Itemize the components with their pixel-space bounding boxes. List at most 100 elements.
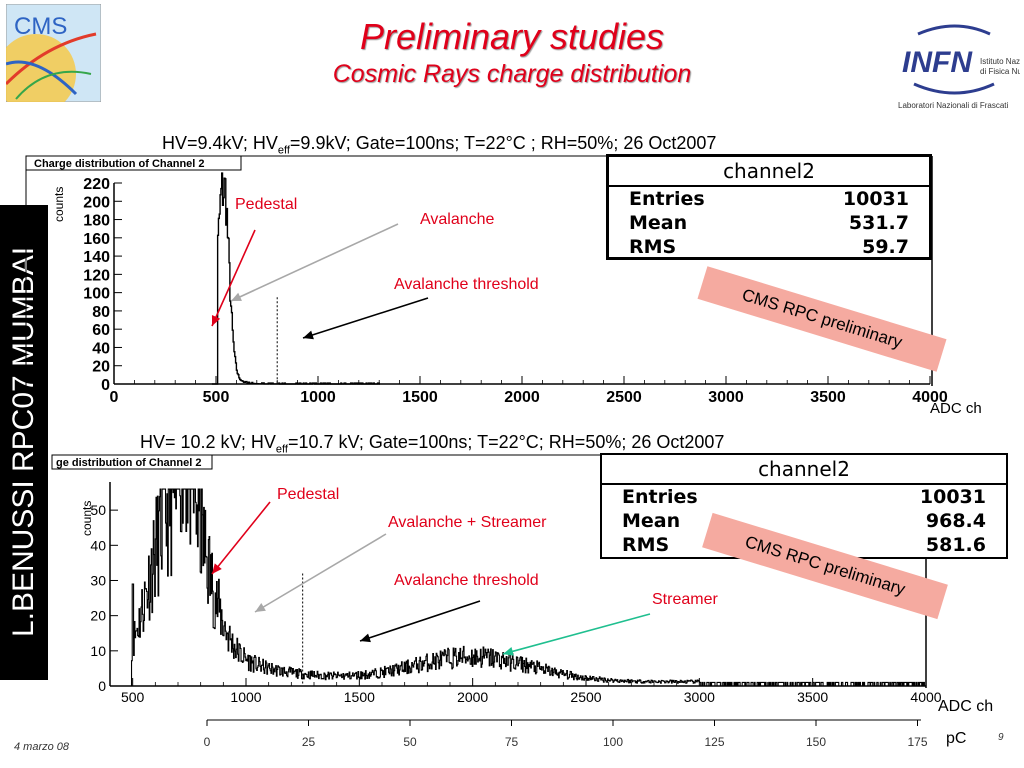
infn-logo: INFN Istituto Nazionale di Fisica Nuclea…: [890, 20, 1024, 110]
top-xlabel: ADC ch: [930, 400, 982, 417]
bottom-y-tick-label: 40: [90, 537, 106, 553]
bottom-conditions: HV= 10.2 kV; HVeff=10.7 kV; Gate=100ns; …: [140, 432, 724, 456]
bottom-conditions-suffix: =10.7 kV; Gate=100ns; T=22°C; RH=50%; 26…: [287, 432, 725, 452]
bottom-histogram-line: [128, 488, 925, 687]
bottom-annotation-pedestal: Pedestal: [277, 486, 340, 503]
top-stats-rms: RMS 59.7: [629, 236, 909, 258]
top-annotation-pedestal: Pedestal: [235, 196, 298, 213]
top-x-tick-label: 4000: [912, 389, 948, 406]
bottom-pc-tick-label: 175: [907, 735, 927, 749]
bottom-pc-tick-label: 100: [603, 735, 623, 749]
bottom-stats-rms: RMS 581.6: [622, 534, 986, 556]
bottom-x2label: pC: [946, 730, 967, 747]
bottom-x-tick-label: 500: [121, 689, 145, 705]
top-conditions-suffix: =9.9kV; Gate=100ns; T=22°C ; RH=50%; 26 …: [289, 133, 717, 153]
bottom-chart-title: ge distribution of Channel 2: [56, 457, 201, 469]
bottom-xlabel: ADC ch: [938, 698, 994, 715]
infn-logo-text: INFN: [902, 46, 973, 79]
cms-logo-text: CMS: [14, 13, 67, 40]
top-annotation-avalanche: Avalanche: [420, 211, 495, 228]
top-avalanche-arrow-head: [231, 292, 242, 301]
bottom-threshold-arrow: [359, 600, 481, 642]
bottom-y-tick-label: 20: [90, 608, 106, 624]
bottom-avalanche-arrow: [254, 533, 387, 613]
top-stats-name: channel2: [609, 157, 929, 187]
top-y-tick-label: 120: [83, 267, 110, 284]
bottom-streamer-arrow: [502, 613, 651, 655]
bottom-pc-tick-label: 50: [403, 735, 417, 749]
top-avalanche-arrow: [230, 223, 399, 302]
bottom-stats-name: channel2: [602, 455, 1006, 485]
bottom-pedestal-arrow: [211, 501, 271, 575]
bottom-x-tick-label: 1000: [230, 689, 261, 705]
top-y-tick-label: 220: [83, 176, 110, 193]
top-y-tick-label: 140: [83, 249, 110, 266]
infn-line-2: di Fisica Nucleare: [980, 67, 1020, 76]
top-y-tick-label: 0: [101, 377, 110, 394]
top-y-tick-label: 40: [92, 340, 110, 357]
bottom-annotation-streamer: Streamer: [652, 591, 718, 608]
bottom-pc-tick-label: 150: [806, 735, 826, 749]
bottom-y-tick-label: 10: [90, 643, 106, 659]
top-annotation-threshold: Avalanche threshold: [394, 276, 539, 293]
top-x-tick-label: 2500: [606, 389, 642, 406]
top-y-tick-label: 180: [83, 213, 110, 230]
top-threshold-arrow-head: [303, 330, 314, 340]
slide-subtitle: Cosmic Rays charge distribution: [332, 60, 692, 88]
top-stats-entries: Entries 10031: [629, 188, 909, 210]
top-x-tick-label: 3500: [810, 389, 846, 406]
top-y-tick-label: 60: [92, 322, 110, 339]
bottom-pc-tick-label: 0: [204, 735, 211, 749]
cms-logo: CMS: [0, 3, 102, 114]
bottom-avalanche-arrow-head: [255, 603, 266, 612]
top-pedestal-arrow-head: [211, 315, 221, 326]
slide-title: Preliminary studies: [359, 16, 665, 57]
top-conditions-sub: eff: [277, 144, 290, 157]
top-stats-mean: Mean 531.7: [629, 212, 909, 234]
page-number: 9: [998, 732, 1004, 743]
bottom-stats-mean: Mean 968.4: [622, 510, 986, 532]
bottom-conditions-sub: eff: [275, 443, 288, 456]
top-x-tick-label: 1000: [300, 389, 336, 406]
bottom-pc-tick-label: 125: [704, 735, 724, 749]
top-y-tick-label: 160: [83, 231, 110, 248]
bottom-x-tick-label: 2000: [457, 689, 488, 705]
infn-line-1: Istituto Nazionale: [980, 57, 1020, 66]
bottom-x-tick-label: 4000: [910, 689, 941, 705]
bottom-x-tick-label: 2500: [570, 689, 601, 705]
bottom-y-tick-label: 30: [90, 572, 106, 588]
top-histogram-line: [211, 172, 381, 385]
top-conditions: HV=9.4kV; HVeff=9.9kV; Gate=100ns; T=22°…: [162, 133, 716, 157]
bottom-ylabel: counts: [80, 500, 94, 536]
top-y-tick-label: 100: [83, 286, 110, 303]
top-x-tick-label: 0: [110, 389, 119, 406]
footer-date: 4 marzo 08: [14, 741, 70, 753]
bottom-pc-tick-label: 75: [505, 735, 519, 749]
bottom-threshold-arrow-head: [360, 633, 371, 643]
bottom-x-tick-label: 3500: [797, 689, 828, 705]
top-chart-title: Charge distribution of Channel 2: [34, 158, 205, 170]
top-x-tick-label: 1500: [402, 389, 438, 406]
bottom-pedestal-arrow-head: [212, 563, 222, 574]
top-y-tick-label: 20: [92, 359, 110, 376]
bottom-streamer-arrow-head: [503, 647, 514, 656]
bottom-stats-entries: Entries 10031: [622, 486, 986, 508]
top-x-tick-label: 500: [203, 389, 230, 406]
bottom-x-tick-label: 3000: [684, 689, 715, 705]
top-y-tick-label: 80: [92, 304, 110, 321]
top-x-tick-label: 3000: [708, 389, 744, 406]
top-stats-box: channel2 Entries 10031 Mean 531.7 RMS 59.7: [606, 154, 932, 260]
top-pedestal-arrow: [211, 229, 256, 327]
bottom-x-tick-label: 1500: [344, 689, 375, 705]
top-x-tick-label: 2000: [504, 389, 540, 406]
top-conditions-prefix: HV=9.4kV; HV: [162, 133, 278, 153]
bottom-conditions-prefix: HV= 10.2 kV; HV: [140, 432, 276, 452]
bottom-pc-tick-label: 25: [302, 735, 316, 749]
top-threshold-arrow: [302, 297, 429, 339]
side-banner: [0, 205, 48, 680]
bottom-y-tick-label: 0: [98, 678, 106, 694]
bottom-y-tick-label: 50: [90, 502, 106, 518]
infn-line-3: Laboratori Nazionali di Frascati: [898, 101, 1008, 110]
